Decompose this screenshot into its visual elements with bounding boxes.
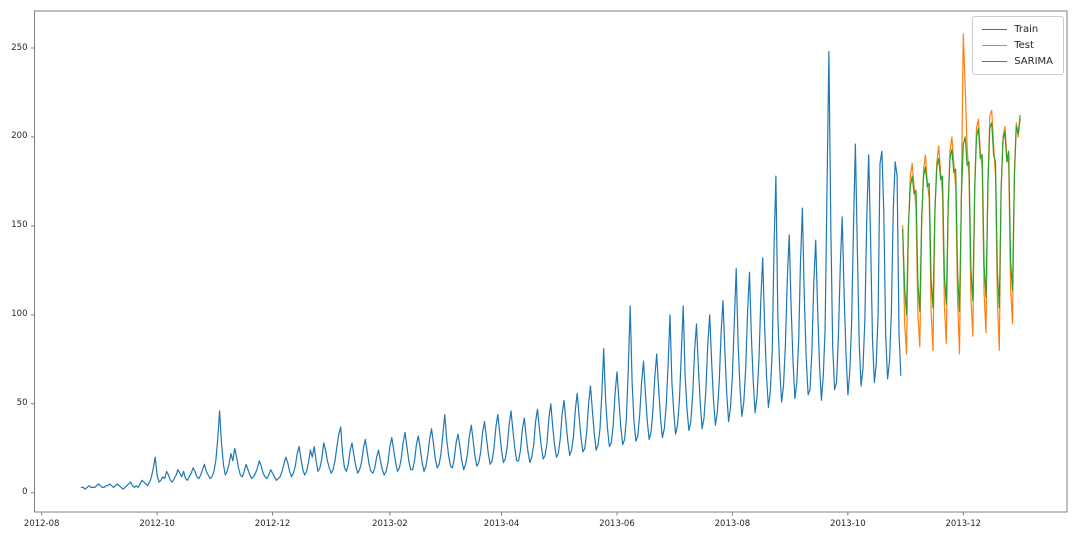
y-tick-label: 50 <box>16 398 28 409</box>
x-tick-label: 2012-10 <box>139 519 175 529</box>
legend-label-sarima: SARIMA <box>1014 56 1053 67</box>
legend: Train Test SARIMA <box>972 16 1064 75</box>
legend-label-test: Test <box>1014 40 1034 51</box>
x-tick-label: 2013-04 <box>483 519 520 529</box>
legend-item-train: Train <box>982 24 1053 35</box>
x-tick-label: 2013-08 <box>714 519 751 529</box>
y-tick-label: 100 <box>11 309 28 320</box>
y-tick-label: 0 <box>22 487 28 498</box>
x-tick-label: 2012-12 <box>254 519 291 529</box>
y-tick-label: 250 <box>11 42 28 53</box>
y-tick-label: 200 <box>11 131 28 142</box>
x-tick-label: 2013-10 <box>830 519 866 529</box>
legend-item-test: Test <box>982 40 1053 51</box>
x-tick-label: 2012-08 <box>23 519 60 529</box>
x-tick-label: 2013-12 <box>945 519 982 529</box>
legend-item-sarima: SARIMA <box>982 56 1053 67</box>
train-line-swatch <box>982 28 1008 31</box>
legend-label-train: Train <box>1014 24 1039 35</box>
y-tick-label: 150 <box>11 220 28 231</box>
sarima-line-swatch <box>982 60 1008 63</box>
test-line-swatch <box>982 44 1008 47</box>
x-tick-label: 2013-06 <box>599 519 635 529</box>
x-tick-label: 2013-02 <box>372 519 408 529</box>
